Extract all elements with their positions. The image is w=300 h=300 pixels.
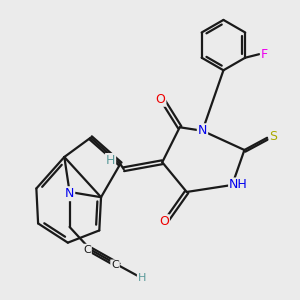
Text: H: H	[138, 273, 146, 283]
Text: C: C	[111, 260, 119, 270]
Text: NH: NH	[229, 178, 248, 191]
Text: N: N	[65, 187, 74, 200]
Text: N: N	[198, 124, 207, 137]
Text: H: H	[106, 154, 115, 167]
Text: C: C	[83, 245, 91, 255]
Text: S: S	[269, 130, 278, 142]
Text: F: F	[261, 48, 268, 61]
Text: O: O	[159, 215, 169, 228]
Text: O: O	[156, 93, 165, 106]
